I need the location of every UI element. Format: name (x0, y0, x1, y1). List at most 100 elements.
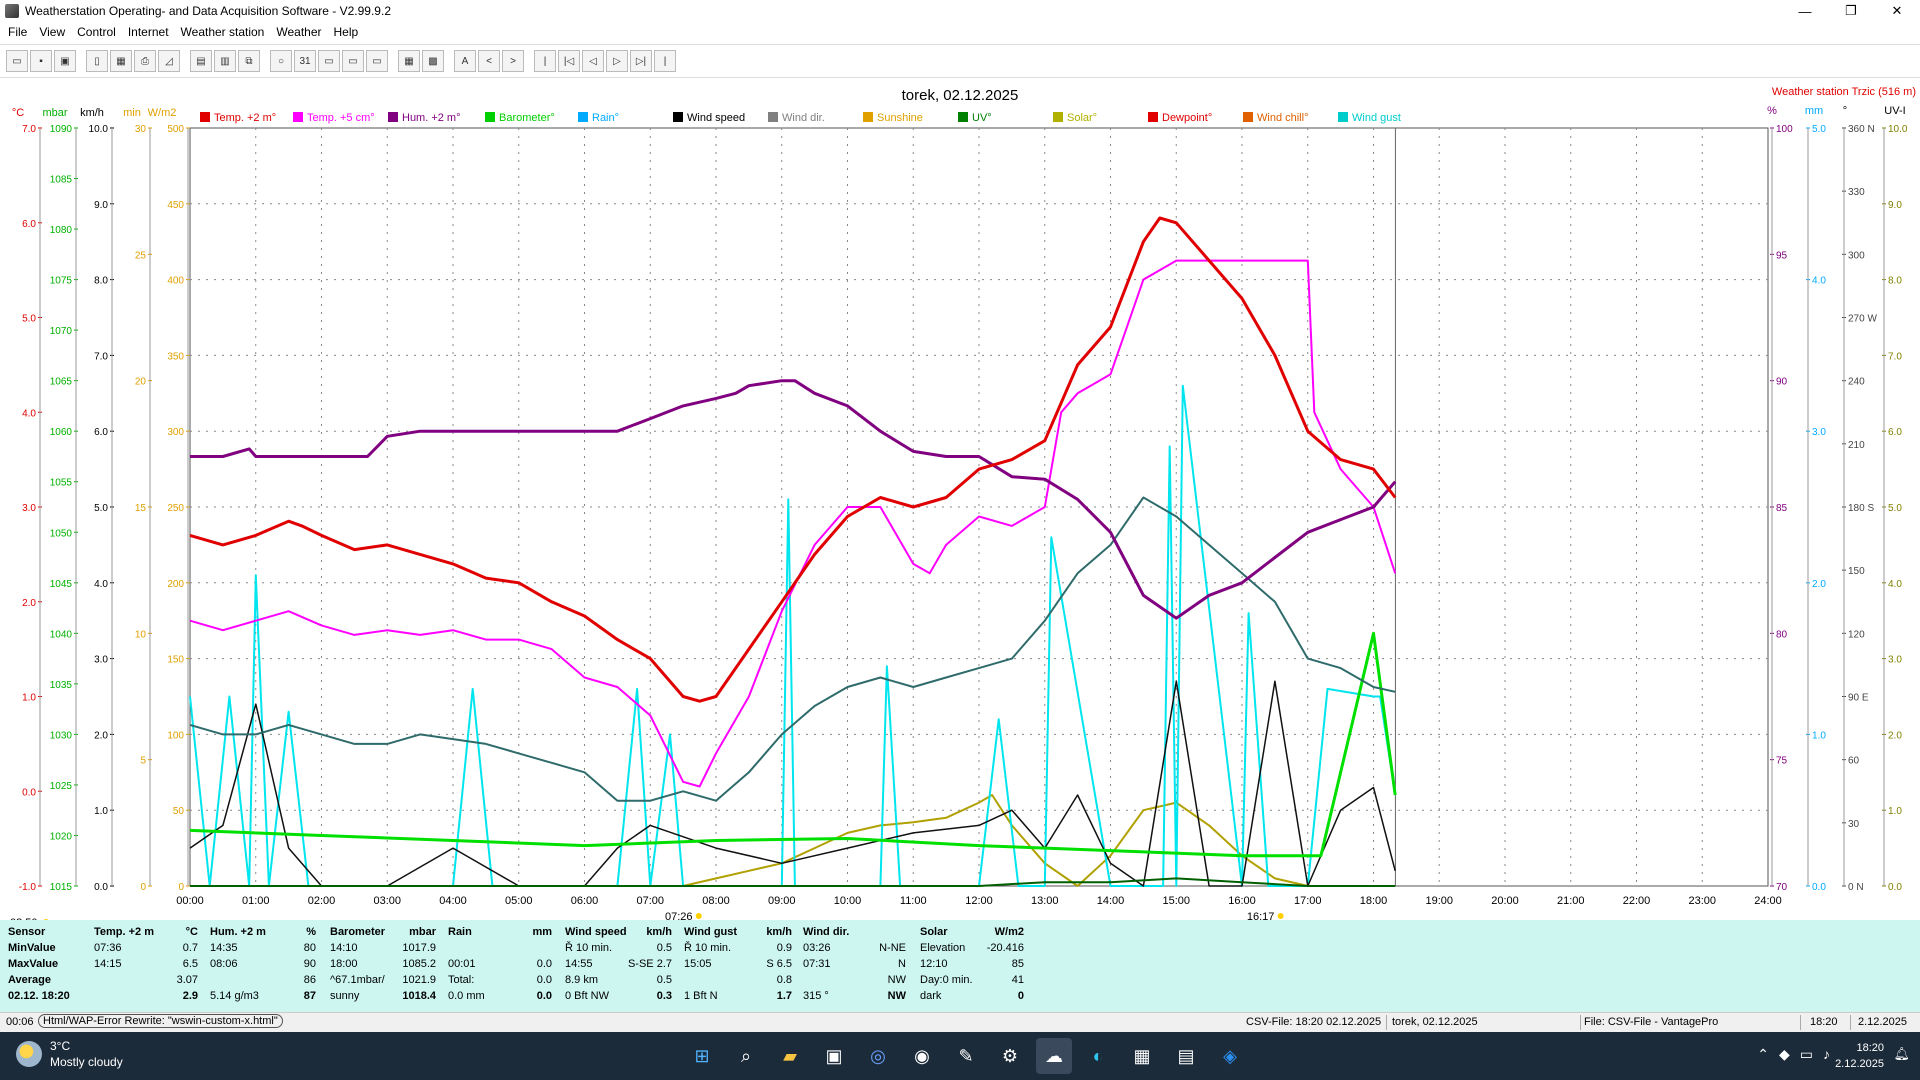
stats-avg-label: Average (8, 974, 52, 986)
maximize-button[interactable]: ❐ (1845, 3, 1857, 18)
series-hum-2-m (190, 379, 1397, 620)
copy-icon[interactable]: ⧉ (238, 50, 260, 72)
axis-uv-label: 3.0 (1888, 655, 1902, 666)
legend-label: Temp. +5 cm° (307, 112, 375, 124)
print-icon[interactable]: ⎙ (134, 50, 156, 72)
file-explorer-icon[interactable]: ▰ (783, 1045, 797, 1066)
min-max-icon[interactable]: ▩ (422, 50, 444, 72)
axis-kmh-label: 1.0 (94, 806, 108, 817)
graph-icon[interactable]: ▤ (190, 50, 212, 72)
weather-widget[interactable]: 3°C Mostly cloudy (16, 1038, 123, 1070)
save-icon[interactable]: ▪ (30, 50, 52, 72)
app-icon-4[interactable]: ⚙ (1001, 1045, 1019, 1066)
menu-view[interactable]: View (39, 25, 66, 39)
circle-icon[interactable]: ○ (270, 50, 292, 72)
app-icon-2[interactable]: ◉ (914, 1045, 930, 1066)
table-icon[interactable]: ▦ (110, 50, 132, 72)
unit-header-left: mbar (42, 107, 67, 119)
menu-internet[interactable]: Internet (127, 25, 169, 39)
display-icon[interactable]: ▭ (1799, 1046, 1813, 1062)
security-icon[interactable]: ◆ (1778, 1046, 1790, 1062)
status-time: 18:20 (1810, 1016, 1838, 1028)
legend-swatch (673, 112, 683, 122)
grid-icon[interactable]: ▦ (398, 50, 420, 72)
stats-baro-label: 14:10 (330, 942, 358, 954)
app-icon-6[interactable]: ▤ (1177, 1045, 1195, 1066)
legend-label: Rain° (592, 112, 619, 124)
axis-uv-label: 0.0 (1888, 882, 1902, 893)
weather-station-app-icon[interactable]: ☁ (1036, 1038, 1072, 1074)
chart-area: 00:00 01:00 02:00 03:00 04:00 05:00 06:00 07:00… (0, 80, 1920, 929)
calendar-month-icon[interactable]: ▭ (342, 50, 364, 72)
calendar-week-icon[interactable]: ▭ (318, 50, 340, 72)
status-bar: 00:06 Html/WAP-Error Rewrite: "wswin-cus… (0, 1012, 1920, 1032)
window-title: Weatherstation Operating- and Data Acqui… (25, 4, 391, 18)
calendar-year-icon[interactable]: ▭ (366, 50, 388, 72)
app-icon-1[interactable]: ◎ (870, 1045, 886, 1066)
rewind-fast-icon[interactable]: |◁ (558, 50, 580, 72)
start-icon[interactable]: ⊞ (694, 1045, 710, 1066)
notification-icon[interactable]: 🔔︎ (1893, 1046, 1910, 1061)
stats-temp-header: Temp. +2 m (94, 926, 155, 938)
menu-bar: File View Control Internet Weather stati… (0, 22, 1920, 42)
stats-dir-label: 07:31 (803, 958, 831, 970)
stats-gust-col: Wind gust km/h Ř 10 min. 0.9 15:05 S 6.5 0.8 1 … (684, 924, 792, 1004)
station-name: Weather station Trzic (516 m) (1772, 86, 1916, 98)
forward-icon[interactable]: ▷ (606, 50, 628, 72)
forward-fast-icon[interactable]: ▷| (630, 50, 652, 72)
minimize-button[interactable]: — (1798, 3, 1812, 19)
chart-icon[interactable]: ◿ (158, 50, 180, 72)
series-temp-2-m (189, 216, 1397, 703)
axis-temp-label: 1.0 (22, 693, 36, 704)
stats-solar-col: Solar W/m2 Elevation -20.416 12:10 85 Day:0 mi… (920, 924, 1024, 1004)
stats-solar-label: dark (920, 990, 942, 1002)
unit-header-right: UV-I (1884, 105, 1905, 117)
search-icon[interactable]: ⌕ (740, 1045, 752, 1066)
menu-help[interactable]: Help (333, 25, 359, 39)
menu-weather-station[interactable]: Weather station (180, 25, 265, 39)
save-as-icon[interactable]: ▣ (54, 50, 76, 72)
edge-icon[interactable]: ◐ (1092, 1045, 1104, 1066)
axis-uv-label: 6.0 (1888, 427, 1902, 438)
first-icon[interactable]: | (534, 50, 556, 72)
stats-hum-value: 90 (303, 958, 316, 970)
prev-icon[interactable]: < (478, 50, 500, 72)
sunset-marker: 16:17 (1247, 911, 1275, 920)
legend-swatch (863, 112, 873, 122)
calendar-day-icon[interactable]: 31 (294, 50, 316, 72)
volume-icon[interactable]: ♪ (1823, 1046, 1830, 1062)
stats-wind-label: Ř 10 min. (565, 942, 613, 954)
weather-chart: 00:00 01:00 02:00 03:00 04:00 05:00 06:00 07:00… (10, 86, 1916, 929)
new-icon[interactable]: ▭ (6, 50, 28, 72)
axis-wm2-label: 150 (167, 655, 184, 666)
menu-weather[interactable]: Weather (276, 25, 322, 39)
app-icon-3[interactable]: ✎ (958, 1045, 974, 1066)
weather-desc: Mostly cloudy (50, 1055, 123, 1069)
axis-kmh-label: 2.0 (94, 730, 108, 741)
axis-temp-label: 5.0 (22, 314, 36, 325)
axis-dir-label: 60 (1848, 756, 1860, 767)
app-icon-7[interactable]: ◈ (1223, 1045, 1237, 1066)
chevron-up-icon[interactable]: ⌃ (1757, 1046, 1769, 1062)
legend-swatch (485, 112, 495, 122)
font-icon[interactable]: A (454, 50, 476, 72)
axis-mbar-label: 1065 (50, 377, 73, 388)
axis-kmh-label: 5.0 (94, 503, 108, 514)
graph2-icon[interactable]: ▥ (214, 50, 236, 72)
rewind-icon[interactable]: ◁ (582, 50, 604, 72)
next-icon[interactable]: > (502, 50, 524, 72)
stats-temp-col: Temp. +2 m °C 07:36 0.7 14:15 6.5 3.07 2.9 (94, 924, 198, 1004)
app-icon-5[interactable]: ▦ (1133, 1045, 1151, 1066)
page-icon[interactable]: ▯ (86, 50, 108, 72)
store-icon[interactable]: ▣ (825, 1045, 843, 1066)
last-icon[interactable]: | (654, 50, 676, 72)
stats-temp-label: 14:15 (94, 958, 122, 970)
x-tick-label: 17:00 (1294, 895, 1322, 907)
menu-file[interactable]: File (8, 25, 28, 39)
close-button[interactable]: ✕ (1891, 3, 1903, 18)
menu-control[interactable]: Control (77, 25, 116, 39)
axis-temp-label: 0.0 (22, 787, 36, 798)
axis-wm2-label: 450 (167, 200, 184, 211)
stats-hum-value: 86 (303, 974, 316, 986)
clock[interactable]: 18:20 2.12.2025 (1835, 1040, 1884, 1072)
